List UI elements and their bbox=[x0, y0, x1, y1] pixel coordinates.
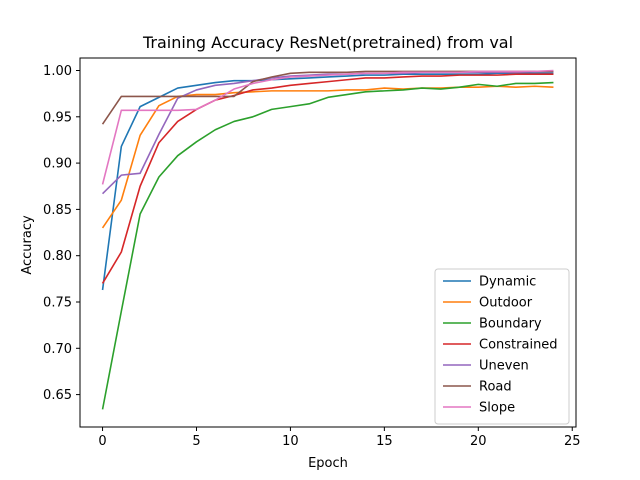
legend: Dynamic Outdoor Boundary Constrained Uneven R… bbox=[434, 268, 570, 425]
y-axis-label: Accuracy bbox=[20, 215, 35, 275]
x-axis-label: Epoch bbox=[308, 456, 348, 471]
legend-label-uneven: Uneven bbox=[479, 359, 529, 374]
x-tick-label: 25 bbox=[564, 434, 581, 449]
y-tick-label: 0.65 bbox=[43, 388, 72, 403]
y-axis: 0.65 0.70 0.75 0.80 0.85 0.90 0.95 1.00 bbox=[43, 64, 80, 403]
x-tick-label: 20 bbox=[470, 434, 487, 449]
legend-label-dynamic: Dynamic bbox=[479, 275, 536, 290]
y-tick-label: 0.80 bbox=[43, 249, 72, 264]
series-line-constrained bbox=[101, 73, 554, 284]
legend-label-slope: Slope bbox=[479, 401, 515, 416]
legend-label-outdoor: Outdoor bbox=[479, 296, 533, 311]
y-tick-label: 0.75 bbox=[43, 295, 72, 310]
series-layer bbox=[101, 69, 554, 410]
x-tick-label: 5 bbox=[192, 434, 200, 449]
y-tick-label: 1.00 bbox=[43, 64, 72, 79]
x-axis: 0 5 10 15 20 25 bbox=[98, 427, 581, 449]
plot-frame bbox=[79, 57, 577, 428]
series-line-uneven bbox=[101, 70, 554, 195]
legend-label-road: Road bbox=[479, 380, 512, 395]
chart-title: Training Accuracy ResNet(pretrained) fro… bbox=[142, 33, 513, 52]
x-tick-label: 15 bbox=[376, 434, 393, 449]
x-tick-label: 10 bbox=[282, 434, 299, 449]
legend-label-boundary: Boundary bbox=[479, 317, 542, 332]
y-tick-label: 0.95 bbox=[43, 110, 72, 125]
x-tick-label: 0 bbox=[98, 434, 106, 449]
series-line-slope bbox=[101, 69, 554, 185]
series-line-dynamic bbox=[101, 72, 554, 291]
series-line-boundary bbox=[101, 81, 554, 410]
y-tick-label: 0.85 bbox=[43, 203, 72, 218]
legend-label-constrained: Constrained bbox=[479, 338, 558, 353]
y-tick-label: 0.70 bbox=[43, 342, 72, 357]
y-tick-label: 0.90 bbox=[43, 157, 72, 172]
